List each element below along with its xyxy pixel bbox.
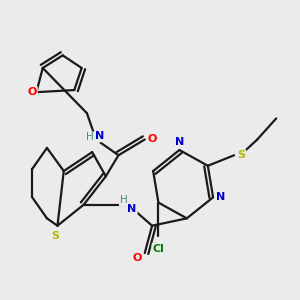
Text: O: O — [133, 253, 142, 263]
Text: N: N — [95, 131, 104, 141]
Text: Cl: Cl — [152, 244, 164, 254]
Text: N: N — [216, 192, 225, 202]
Text: N: N — [175, 136, 184, 147]
Text: S: S — [238, 150, 245, 160]
Text: O: O — [147, 134, 157, 145]
Text: H: H — [86, 132, 94, 142]
Text: O: O — [28, 87, 37, 97]
Text: H: H — [120, 196, 128, 206]
Text: S: S — [51, 231, 59, 241]
Text: N: N — [128, 204, 137, 214]
